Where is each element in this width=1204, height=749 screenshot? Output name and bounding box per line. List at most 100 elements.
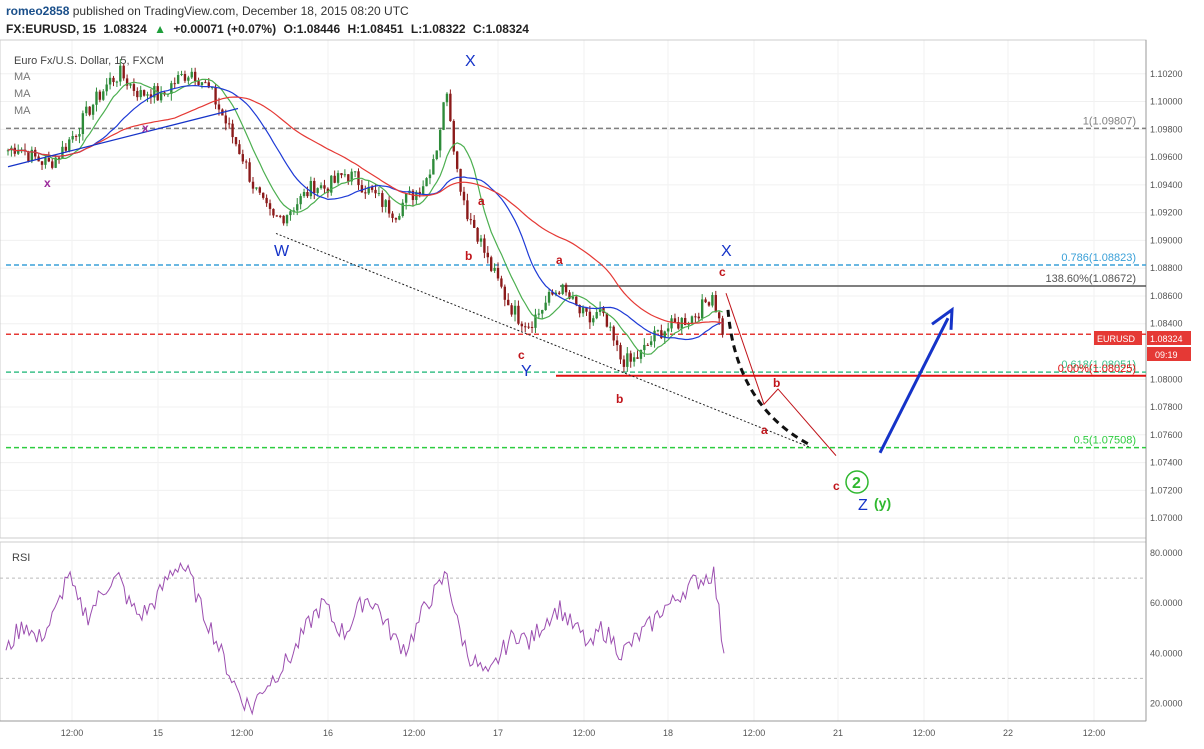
time-tick-label: 12:00 — [61, 728, 84, 738]
ma-legend-2[interactable]: MA — [14, 88, 31, 100]
price-tick-label: 1.08400 — [1150, 319, 1183, 329]
candle-body — [296, 204, 299, 211]
candle-body — [595, 312, 598, 319]
low-value: L:1.08322 — [410, 22, 466, 36]
candle-body — [507, 299, 510, 306]
projection-curve — [726, 309, 813, 448]
candle-body — [245, 161, 248, 163]
price-tick-label: 1.08000 — [1150, 374, 1183, 384]
candle-body — [272, 208, 275, 216]
candle-body — [122, 65, 125, 79]
trendline-blue — [7, 107, 239, 168]
candle-body — [91, 104, 95, 115]
candle-body — [404, 193, 408, 203]
rsi-line — [5, 561, 725, 716]
candle-body — [51, 161, 54, 168]
candle-body — [649, 341, 653, 345]
candle-body — [316, 188, 319, 194]
candle-body — [193, 71, 197, 82]
price-axis[interactable]: 1.10200 1.10000 1.09800 1.09600 1.09400 1.092… — [1150, 69, 1183, 523]
candle-body — [571, 296, 575, 299]
candle-body — [490, 257, 493, 271]
candle-body — [711, 295, 714, 306]
candle-body — [673, 318, 677, 322]
candle-body — [544, 302, 547, 311]
candle-body — [210, 87, 214, 89]
candle-body — [541, 310, 544, 314]
candle-body — [694, 316, 697, 318]
candle-body — [326, 188, 330, 193]
candle-body — [690, 316, 694, 324]
candle-body — [64, 146, 68, 151]
rsi-pane[interactable] — [0, 541, 1147, 722]
chart-header: romeo2858 published on TradingView.com, … — [0, 0, 1204, 40]
candle-body — [330, 175, 333, 193]
ma-legend-3[interactable]: MA — [14, 105, 31, 117]
candle-body — [639, 350, 643, 359]
time-tick-label: 15 — [153, 728, 163, 738]
candle-body — [248, 162, 251, 182]
price-change: +0.00071 (+0.07%) — [173, 22, 277, 36]
candle-body — [360, 185, 364, 193]
wave-label: x — [44, 176, 51, 190]
time-axis[interactable]: 12:00 15 12:00 16 12:00 17 12:00 18 12:00 21 12:00… — [61, 728, 1106, 738]
rsi-legend[interactable]: RSI — [12, 552, 30, 564]
candle-body — [626, 353, 629, 367]
candle-body — [547, 291, 551, 303]
candle-body — [435, 150, 438, 160]
candle-body — [476, 227, 479, 242]
candle-body — [183, 74, 187, 81]
author-name[interactable]: romeo2858 — [6, 4, 70, 18]
candle-body — [707, 302, 711, 306]
price-tick-label: 1.09000 — [1150, 235, 1183, 245]
rsi-series — [0, 561, 1146, 716]
candle-body — [323, 185, 326, 189]
candle-body — [343, 174, 347, 176]
wave-label: c — [518, 348, 525, 362]
candle-body — [585, 307, 588, 312]
ma-blue-line — [7, 84, 723, 341]
candle-body — [432, 159, 435, 175]
candle-body — [139, 90, 142, 98]
candle-body — [190, 71, 193, 78]
candle-body — [187, 77, 190, 81]
candle-body — [687, 323, 690, 326]
ohlc-bar: FX:EURUSD, 15 1.08324 ▲ +0.00071 (+0.07%… — [6, 22, 533, 36]
candle-body — [40, 161, 44, 165]
candle-body — [578, 305, 581, 314]
candle-body — [95, 91, 98, 105]
candle-body — [136, 90, 139, 98]
close-value: C:1.08324 — [472, 22, 529, 36]
candle-body — [98, 91, 102, 100]
wave-label: a — [761, 423, 768, 437]
candle-body — [265, 197, 268, 204]
candle-body — [285, 215, 289, 224]
candle-body — [224, 115, 227, 124]
grid — [0, 40, 1146, 721]
candle-body — [551, 291, 554, 295]
candle-body — [663, 331, 666, 339]
candle-body — [718, 312, 721, 319]
candle-body — [74, 136, 78, 138]
wave-label: c — [833, 479, 840, 493]
candle-body — [336, 173, 340, 183]
candle-body — [459, 168, 462, 192]
price-tick-label: 1.09400 — [1150, 180, 1183, 190]
symbol-label: FX:EURUSD, 15 — [6, 22, 97, 36]
candle-body — [262, 192, 265, 198]
time-tick-label: 12:00 — [403, 728, 426, 738]
rsi-axis[interactable]: 80.0000 60.0000 40.0000 20.0000 — [1150, 548, 1183, 708]
wave-label: W — [274, 243, 290, 260]
price-tick-label: 1.07200 — [1150, 485, 1183, 495]
candle-body — [27, 151, 30, 162]
target-arrow — [878, 317, 950, 454]
candle-body — [418, 191, 421, 195]
candle-body — [609, 326, 612, 328]
candle-body — [670, 318, 673, 329]
candle-body — [268, 203, 272, 209]
ma-legend-1[interactable]: MA — [14, 71, 31, 83]
candle-body — [57, 157, 61, 159]
level-label: 0.618(1.08051) — [1061, 359, 1136, 371]
price-pane[interactable] — [0, 39, 1147, 539]
